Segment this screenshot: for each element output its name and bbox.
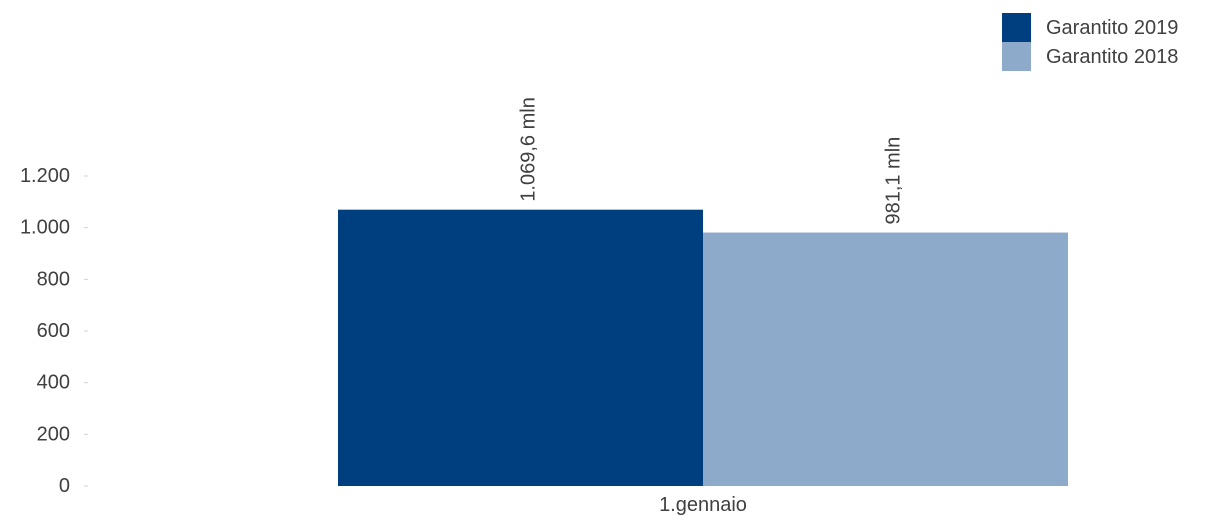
y-tick-label: 200	[37, 423, 70, 445]
bar-garantito-2019	[338, 209, 703, 487]
y-tick-label: 400	[37, 372, 70, 394]
y-tick-label: 0	[59, 475, 70, 497]
data-labels: 1.069,6 mln 981,1 mln	[518, 97, 905, 224]
y-tick-label: 1.000	[20, 217, 70, 239]
legend-label: Garantito 2018	[1046, 46, 1178, 68]
x-axis: 1.gennaio	[659, 494, 747, 516]
bar-data-label: 1.069,6 mln	[518, 97, 540, 202]
legend-label: Garantito 2019	[1046, 17, 1178, 39]
y-axis: 0 200 400 600 800 1.000 1.200	[20, 165, 88, 497]
legend-swatch	[1002, 13, 1031, 42]
legend-swatch	[1002, 42, 1031, 71]
y-tick-label: 1.200	[20, 165, 70, 187]
bar-data-label: 981,1 mln	[883, 137, 905, 225]
y-tick-label: 800	[37, 268, 70, 290]
x-tick-label: 1.gennaio	[659, 494, 747, 516]
bar-garantito-2018	[703, 232, 1068, 486]
y-tick-label: 600	[37, 320, 70, 342]
legend: Garantito 2019 Garantito 2018	[1002, 13, 1178, 71]
bars	[338, 209, 1068, 487]
